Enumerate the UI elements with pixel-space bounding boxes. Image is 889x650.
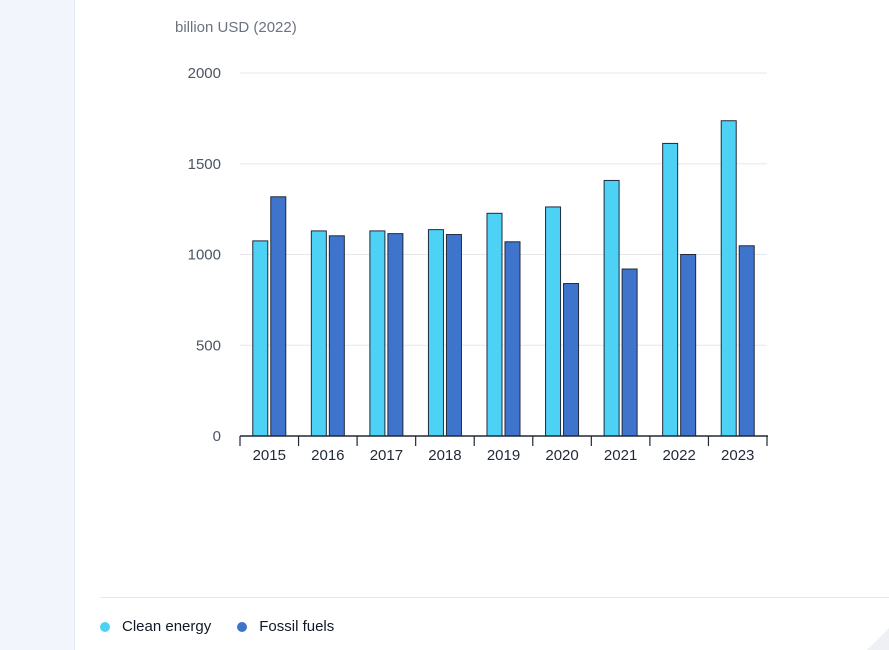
page-corner [867,628,889,650]
x-tick-label: 2019 [487,447,520,464]
y-tick-label: 1000 [188,247,221,264]
bars [252,120,755,437]
bar-clean-energy-2016[interactable] [310,230,327,437]
y-tick-label: 500 [196,337,221,354]
legend-divider [100,597,889,598]
legend: Clean energy Fossil fuels [100,618,360,635]
y-tick-label: 0 [213,428,221,445]
bar-clean-energy-2023[interactable] [720,120,737,437]
bar-clean-energy-2021[interactable] [603,179,620,437]
bar-clean-energy-2015[interactable] [252,240,269,437]
x-tick-label: 2018 [428,447,461,464]
x-tick-label: 2023 [721,447,754,464]
bar-fossil-fuels-2019[interactable] [504,241,521,437]
bar-fossil-fuels-2015[interactable] [270,196,287,437]
x-tick-label: 2017 [370,447,403,464]
bar-fossil-fuels-2017[interactable] [387,233,404,437]
x-tick-label: 2021 [604,447,637,464]
legend-dot-fossil-fuels [237,621,248,632]
bar-fossil-fuels-2023[interactable] [738,245,755,437]
bar-clean-energy-2020[interactable] [545,206,562,437]
x-axis [239,435,768,446]
bar-fossil-fuels-2016[interactable] [328,235,345,437]
y-tick-labels: 0 500 1000 1500 2000 [188,65,221,445]
sidebar-strip [0,0,75,650]
bar-clean-energy-2022[interactable] [662,142,679,437]
bar-chart: 0 500 1000 1500 2000 2015 2016 2017 2018 2019 202… [188,65,768,464]
bar-fossil-fuels-2020[interactable] [563,283,580,437]
y-tick-label: 2000 [188,65,221,82]
x-tick-label: 2016 [311,447,344,464]
legend-label-fossil-fuels: Fossil fuels [259,618,335,635]
legend-item-fossil-fuels[interactable]: Fossil fuels [237,618,334,635]
x-tick-label: 2015 [253,447,286,464]
bar-clean-energy-2017[interactable] [369,230,386,437]
bar-fossil-fuels-2018[interactable] [445,234,462,437]
legend-dot-clean-energy [100,621,110,632]
x-tick-label: 2020 [545,447,578,464]
bar-clean-energy-2018[interactable] [427,229,444,437]
gridlines [240,72,767,346]
y-axis-unit-label: billion USD (2022) [175,19,297,36]
x-tick-label: 2022 [662,447,695,464]
bar-fossil-fuels-2022[interactable] [680,254,697,437]
legend-label-clean-energy: Clean energy [122,618,212,635]
bar-fossil-fuels-2021[interactable] [621,268,638,437]
x-tick-labels: 2015 2016 2017 2018 2019 2020 2021 2022 2023 [253,447,755,464]
y-tick-label: 1500 [188,156,221,173]
bar-clean-energy-2019[interactable] [486,212,503,437]
legend-item-clean-energy[interactable]: Clean energy [100,618,211,635]
